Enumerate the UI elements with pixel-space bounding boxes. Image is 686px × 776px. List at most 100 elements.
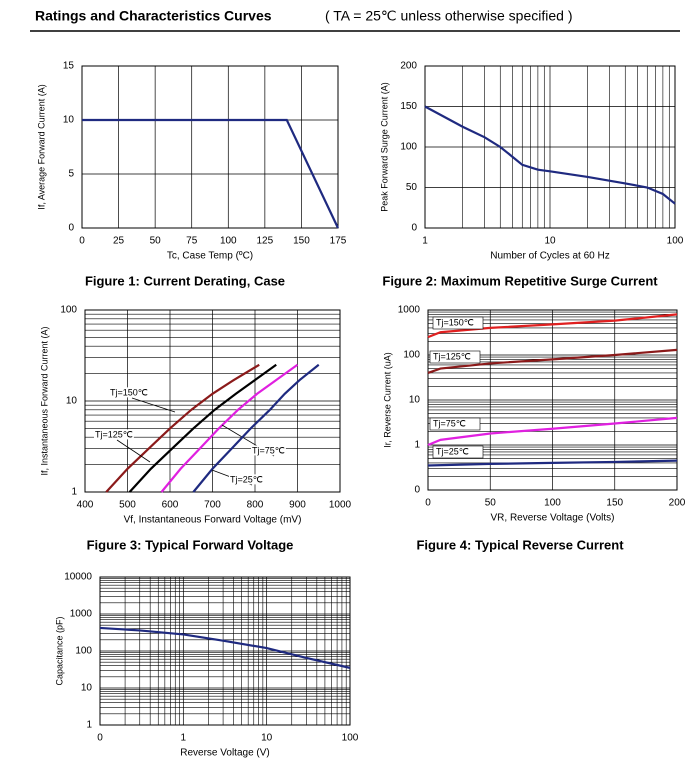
- legend-box: [429, 350, 481, 364]
- x-tick-label: 50: [485, 498, 497, 509]
- series-line: [427, 416, 678, 447]
- x-tick-label: 0: [425, 498, 431, 509]
- x-axis-label: Tc, Case Temp (ºC): [167, 251, 253, 262]
- y-axis-label: Peak Forward Surge Current (A): [379, 82, 389, 212]
- series-line: [192, 363, 320, 493]
- y-axis-label: If, Instantaneous Forward Current (A): [39, 326, 49, 475]
- x-tick-label: 75: [186, 236, 198, 247]
- x-tick-label: 150: [293, 236, 310, 247]
- label-bg: [251, 445, 286, 456]
- y-tick-label: 10: [409, 395, 421, 406]
- x-tick-label: 600: [162, 500, 179, 511]
- series-line: [424, 105, 676, 205]
- y-tick-label: 100: [403, 350, 420, 361]
- x-tick-label: 1000: [329, 500, 352, 511]
- y-tick-label: 1000: [70, 609, 93, 620]
- series-label: Tj=125℃: [95, 429, 133, 439]
- leader-line: [131, 397, 176, 413]
- series-line: [105, 363, 260, 493]
- x-axis-label: Number of Cycles at 60 Hz: [490, 251, 610, 262]
- legend-box: [432, 316, 484, 330]
- series-line: [82, 118, 339, 229]
- x-axis-label: VR, Reverse Voltage (Volts): [491, 513, 615, 524]
- x-tick-label: 10: [261, 733, 273, 744]
- y-axis-label: Ir, Reverse Current (uA): [382, 352, 392, 448]
- leader-line: [116, 439, 151, 463]
- figure-caption: Figure 2: Maximum Repetitive Surge Curre…: [382, 273, 658, 288]
- y-tick-label: 1: [71, 487, 77, 498]
- series-label: Tj=75℃: [252, 445, 285, 455]
- y-tick-label: 1000: [398, 305, 421, 316]
- y-tick-label: 150: [400, 101, 417, 112]
- series-line: [99, 626, 351, 669]
- figure-caption: Figure 4: Typical Reverse Current: [416, 537, 624, 552]
- series-label: Tj=125℃: [433, 351, 471, 361]
- x-tick-label: 25: [113, 236, 125, 247]
- x-tick-label: 100: [342, 733, 359, 744]
- series-label: Tj=25℃: [230, 474, 263, 484]
- x-tick-label: 900: [289, 500, 306, 511]
- x-tick-label: 0: [79, 236, 85, 247]
- x-tick-label: 1: [181, 733, 187, 744]
- x-tick-label: 500: [119, 500, 136, 511]
- y-tick-label: 15: [63, 61, 75, 72]
- series-line: [427, 348, 678, 374]
- x-tick-label: 125: [257, 236, 274, 247]
- y-tick-label: 0: [68, 223, 74, 234]
- x-tick-label: 800: [247, 500, 264, 511]
- x-axis-label: Reverse Voltage (V): [180, 748, 270, 759]
- series-label: Tj=75℃: [433, 418, 466, 428]
- label-bg: [109, 387, 149, 398]
- label-bg: [229, 474, 264, 485]
- y-tick-label: 1: [414, 440, 420, 451]
- y-tick-label: 10: [66, 396, 78, 407]
- y-tick-label: 5: [68, 169, 74, 180]
- figure-caption: Figure 1: Current Derating, Case: [85, 273, 285, 288]
- series-line: [427, 313, 678, 339]
- y-tick-label: 100: [75, 646, 92, 657]
- y-tick-label: 1: [86, 720, 92, 731]
- y-tick-label: 100: [400, 142, 417, 153]
- y-tick-label: 100: [60, 305, 77, 316]
- x-axis-label: Vf, Instantaneous Forward Voltage (mV): [124, 515, 302, 526]
- legend-box: [429, 417, 481, 431]
- series-line: [427, 459, 678, 467]
- y-axis-label: If, Average Forward Current (A): [36, 84, 46, 209]
- y-axis-label: Capacitance (pF): [54, 616, 64, 685]
- legend-box: [432, 445, 484, 459]
- plot-frame: [427, 309, 678, 491]
- label-bg: [94, 429, 134, 440]
- x-tick-label: 50: [150, 236, 162, 247]
- series-label: Tj=150℃: [436, 317, 474, 327]
- series-line: [128, 363, 277, 493]
- y-tick-label: 10: [63, 115, 75, 126]
- y-tick-label: 50: [406, 182, 418, 193]
- x-tick-label: 175: [330, 236, 347, 247]
- x-tick-label: 0: [97, 733, 103, 744]
- plot-frame: [81, 65, 339, 229]
- plot-frame: [84, 309, 341, 493]
- plot-frame: [424, 65, 676, 229]
- x-tick-label: 10: [544, 236, 556, 247]
- series-line: [160, 363, 299, 493]
- x-tick-label: 100: [220, 236, 237, 247]
- header-note: ( TA = 25℃ unless otherwise specified ): [325, 8, 573, 24]
- x-tick-label: 700: [204, 500, 221, 511]
- y-tick-label: 0: [411, 223, 417, 234]
- y-tick-label: 0: [414, 485, 420, 496]
- series-label: Tj=150℃: [110, 387, 148, 397]
- series-label: Tj=25℃: [436, 446, 469, 456]
- y-tick-label: 10: [81, 683, 93, 694]
- y-tick-label: 10000: [64, 572, 92, 583]
- figure-caption: Figure 3: Typical Forward Voltage: [87, 537, 294, 552]
- x-tick-label: 100: [544, 498, 561, 509]
- x-tick-label: 400: [77, 500, 94, 511]
- y-tick-label: 200: [400, 61, 417, 72]
- x-tick-label: 200: [669, 498, 686, 509]
- x-tick-label: 1: [422, 236, 428, 247]
- x-tick-label: 150: [606, 498, 623, 509]
- x-tick-label: 100: [667, 236, 684, 247]
- plot-frame: [99, 576, 351, 726]
